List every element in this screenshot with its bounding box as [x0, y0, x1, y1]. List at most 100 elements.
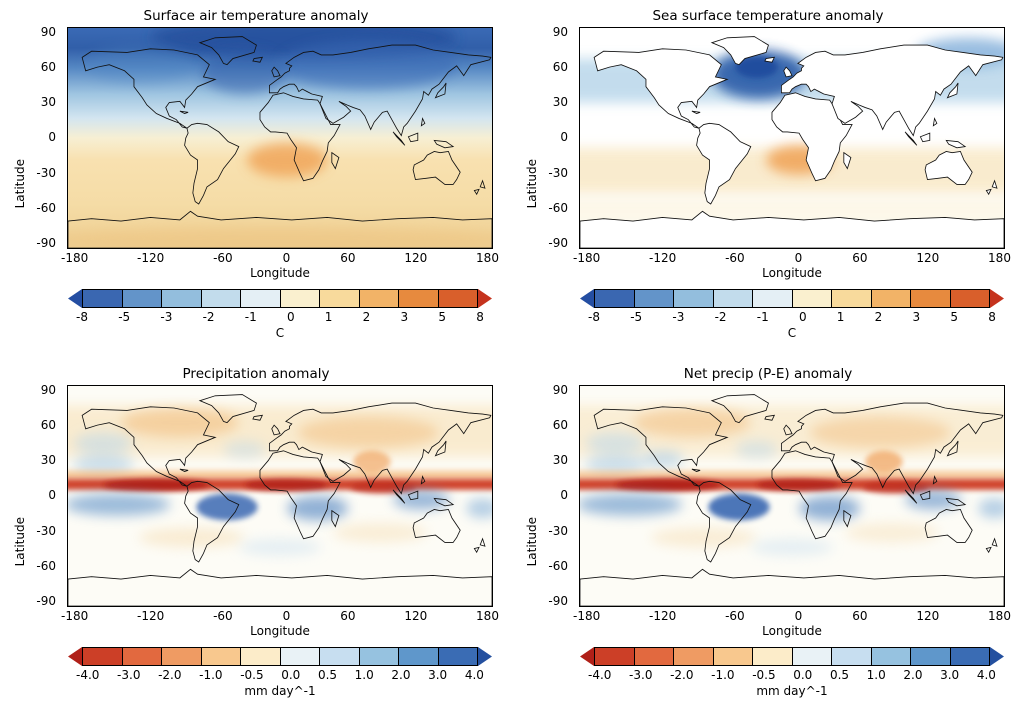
- x-tick-label: -180: [573, 251, 601, 265]
- y-tick-label: 60: [40, 60, 56, 75]
- colorbar-tick-label: 8: [476, 310, 484, 324]
- colorbar-segment: [399, 289, 439, 308]
- x-tick-label: 180: [988, 609, 1011, 623]
- y-tick-label: 90: [40, 25, 56, 39]
- x-tick-label: 120: [404, 609, 428, 623]
- colorbar-wrap: -4.0 -3.0 -2.0 -1.0 -0.5 0.0 0.5 1.0 2.0 3.0 4.0 m…: [68, 647, 492, 698]
- y-tick-label: -30: [548, 165, 568, 180]
- colorbar-wrap: -8 -5 -3 -2 -1 0 1 2 3 5 8 C: [68, 289, 492, 340]
- colorbar-tick-label: -3: [160, 310, 173, 324]
- colorbar-tick-label: -8: [76, 310, 88, 324]
- x-axis-tick-labels: -180 -120 -60 0 60 120 180: [61, 251, 499, 265]
- colorbar-tick-label: -3: [672, 310, 685, 324]
- colorbar-tick-label: 2: [362, 310, 371, 324]
- y-tick-label: 60: [552, 418, 568, 433]
- colorbar-tick-label: -5: [630, 310, 643, 324]
- panel-grid: Surface air temperature anomaly Latitude…: [0, 6, 1024, 720]
- x-axis-tick-labels: -180 -120 -60 0 60 120 180: [573, 251, 1011, 265]
- colorbar-tick-label: 8: [988, 310, 996, 324]
- colorbar-tick-label: 1: [836, 310, 845, 324]
- colorbar-segment: [713, 289, 753, 308]
- x-axis-label: Longitude: [250, 266, 310, 280]
- colorbar-segment: [832, 647, 872, 666]
- colorbar-tick-label: 2.0: [391, 668, 411, 682]
- colorbar-tick-label: -1: [756, 310, 769, 324]
- colorbar-tick-label: 0: [286, 310, 295, 324]
- colorbar-segment: [399, 647, 439, 666]
- x-tick-label: 180: [476, 251, 499, 265]
- x-tick-label: -180: [61, 251, 89, 265]
- y-tick-label: 30: [40, 95, 56, 110]
- colorbar-tick-label: 0.5: [317, 668, 338, 682]
- panel-net-precip: Net precip (P-E) anomaly Latitude 90 60 30…: [512, 364, 1024, 720]
- panel-precipitation: Precipitation anomaly Latitude 90 60 30 0 -3…: [0, 364, 512, 720]
- colorbar-tick-label: 0.0: [281, 668, 301, 682]
- y-axis-label: Latitude: [13, 27, 27, 340]
- x-axis-label: Longitude: [762, 266, 822, 280]
- y-tick-label: 30: [552, 95, 568, 110]
- colorbar-segment: [122, 289, 162, 308]
- colorbar-segment: [753, 289, 793, 308]
- y-tick-label: 60: [552, 60, 568, 75]
- map-surface-air-temperature: [67, 27, 493, 249]
- x-tick-label: -60: [725, 251, 745, 265]
- y-tick-label: 30: [40, 453, 56, 468]
- colorbar-tick-label: -2: [202, 310, 215, 324]
- colorbar-segment: [911, 289, 951, 308]
- y-tick-label: -60: [36, 558, 56, 573]
- colorbar-tick-label: -2.0: [158, 668, 182, 682]
- x-axis-label: Longitude: [762, 624, 822, 638]
- colorbar-segment: [713, 647, 753, 666]
- colorbar-segment: [594, 647, 635, 666]
- net-precip-anomaly-blobs: [580, 405, 1004, 556]
- y-tick-label: 0: [48, 488, 56, 503]
- colorbar-segment: [82, 647, 123, 666]
- colorbar-segment: [832, 289, 872, 308]
- colorbar-segment: [280, 647, 320, 666]
- x-tick-label: 60: [340, 251, 356, 265]
- colorbar-tick-label: 0.5: [829, 668, 850, 682]
- map-column: -180 -120 -60 0 60 120 180 Longitude -4.0 -3.0-…: [573, 385, 1011, 698]
- colorbar-tick-label: 2: [874, 310, 883, 324]
- plot-row: Latitude 90 60 30 0 -30 -60 -90: [13, 25, 499, 340]
- colorbar-left-arrow: [580, 647, 594, 666]
- x-tick-label: -120: [649, 251, 677, 265]
- x-axis-label: Longitude: [250, 624, 310, 638]
- colorbar-segment: [82, 289, 123, 308]
- y-tick-label: -60: [548, 558, 568, 573]
- colorbar-tick-label: -4.0: [76, 668, 100, 682]
- colorbar-wrap: -8 -5 -3 -2 -1 0 1 2 3 5 8 C: [580, 289, 1004, 340]
- colorbar-left-arrow: [580, 289, 594, 308]
- x-tick-label: -180: [573, 609, 601, 623]
- y-tick-label: -30: [36, 523, 56, 538]
- colorbar-segment: [122, 647, 162, 666]
- colorbar-segment: [792, 647, 832, 666]
- panel-surface-air-temperature: Surface air temperature anomaly Latitude…: [0, 6, 512, 364]
- x-tick-label: 0: [282, 609, 291, 623]
- x-tick-label: -60: [213, 609, 233, 623]
- map-sea-surface-temperature: [579, 27, 1005, 249]
- colorbar-segment: [359, 289, 399, 308]
- colorbar: [580, 289, 1004, 308]
- x-tick-label: 60: [340, 609, 356, 623]
- colorbar-tick-labels: -8 -5 -3 -2 -1 0 1 2 3 5 8: [580, 310, 1004, 324]
- x-tick-label: 120: [916, 609, 940, 623]
- colorbar-tick-label: 3: [912, 310, 921, 324]
- colorbar-segment: [674, 289, 714, 308]
- colorbar-segment: [950, 289, 990, 308]
- plot-row: Latitude 90 60 30 0 -30 -60 -90: [13, 384, 499, 698]
- plot-row: Latitude 90 60 30 0 -30 -60 -90: [525, 26, 1011, 340]
- x-tick-label: -120: [137, 609, 165, 623]
- y-tick-label: 0: [48, 130, 56, 145]
- x-tick-label: -180: [61, 609, 89, 623]
- colorbar-segment: [911, 647, 951, 666]
- panel-sea-surface-temperature: Sea surface temperature anomaly Latitude…: [512, 6, 1024, 364]
- x-tick-label: 180: [988, 251, 1011, 265]
- y-tick-label: -90: [548, 593, 568, 608]
- colorbar-segment: [359, 647, 399, 666]
- x-tick-label: 60: [852, 251, 868, 265]
- colorbar-tick-labels: -8 -5 -3 -2 -1 0 1 2 3 5 8: [68, 310, 492, 324]
- colorbar-tick-label: 4.0: [976, 668, 996, 682]
- y-tick-label: 60: [40, 418, 56, 433]
- colorbar-units-label: C: [787, 326, 797, 340]
